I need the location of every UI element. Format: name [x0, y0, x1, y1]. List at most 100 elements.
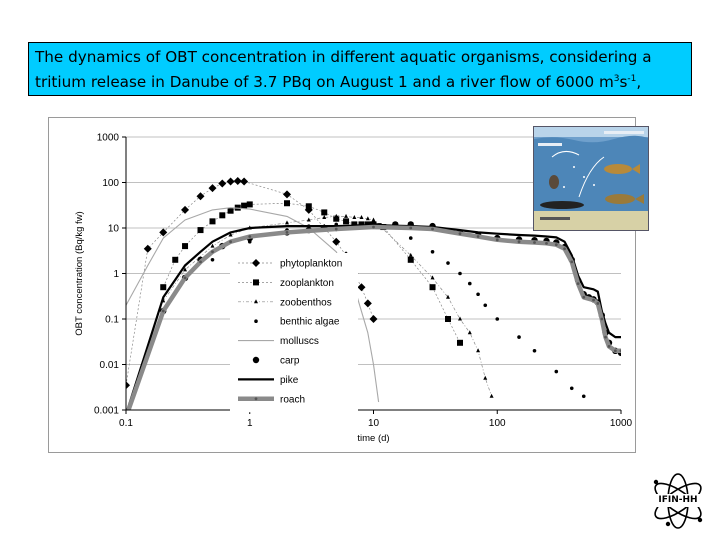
series-line-roach	[126, 224, 621, 410]
data-point-phytoplankton	[363, 299, 372, 308]
legend-swatch-marker-roach	[254, 397, 258, 401]
data-point-roach	[604, 335, 607, 339]
data-point-zooplankton	[172, 256, 179, 263]
data-point-roach	[600, 317, 604, 321]
x-tick-label: 100	[489, 418, 506, 429]
data-point-benthic-algae	[495, 317, 500, 321]
data-point-zooplankton	[182, 243, 189, 250]
data-point-benthic-algae	[517, 335, 521, 339]
caption-sup-2: -1	[627, 74, 637, 84]
data-point-zooplankton	[246, 201, 253, 208]
data-point-zooplankton	[234, 204, 241, 211]
legend-swatch-marker-carp	[252, 356, 260, 364]
x-tick-label: 1	[247, 418, 253, 429]
data-point-zoobenthos	[352, 215, 357, 220]
y-tick-label: 10	[108, 224, 120, 235]
y-axis-title: OBT concentration (Bq/kg fw)	[74, 211, 85, 335]
legend-swatch-marker-benthic-algae	[254, 319, 258, 324]
series-molluscs	[126, 207, 380, 403]
data-point-benthic-algae	[476, 292, 480, 297]
data-point-zooplankton	[343, 218, 350, 225]
data-point-roach	[476, 235, 480, 238]
data-point-zoobenthos	[489, 393, 494, 398]
data-point-zoobenthos	[210, 243, 215, 248]
series-line-pike	[126, 224, 621, 410]
data-point-zoobenthos	[446, 294, 451, 299]
data-point-zooplankton	[456, 339, 463, 346]
data-point-roach	[554, 243, 558, 247]
data-point-roach	[533, 241, 536, 244]
data-point-benthic-algae	[532, 349, 537, 353]
data-point-roach	[592, 298, 595, 302]
data-point-benthic-algae	[408, 236, 413, 240]
data-point-roach	[372, 225, 375, 229]
data-point-zoobenthos	[476, 348, 481, 353]
data-point-zoobenthos	[285, 220, 290, 225]
data-point-roach	[596, 302, 600, 305]
data-point-roach	[161, 309, 165, 313]
series-line-zoobenthos	[163, 216, 492, 397]
series-line-molluscs	[126, 207, 380, 403]
data-point-zooplankton	[219, 212, 226, 219]
data-point-phytoplankton	[208, 184, 217, 193]
data-point-zooplankton	[209, 218, 216, 225]
data-point-zoobenthos	[408, 252, 413, 257]
data-point-zoobenthos	[183, 267, 188, 272]
data-point-roach	[183, 276, 187, 280]
legend-layer: phytoplankton zooplankton zoobenthos benthi…	[230, 253, 358, 413]
data-point-zoobenthos	[322, 215, 327, 220]
data-point-zoobenthos	[228, 232, 233, 237]
legend-label-molluscs: molluscs	[280, 336, 319, 347]
legend-label-zoobenthos: zoobenthos	[280, 297, 332, 308]
data-point-zoobenthos	[371, 217, 376, 222]
data-point-zooplankton	[429, 284, 436, 291]
data-point-zooplankton	[321, 209, 328, 216]
legend-label-roach: roach	[280, 394, 305, 405]
series-pike	[126, 224, 621, 410]
data-point-benthic-algae	[210, 258, 215, 262]
data-point-phytoplankton	[240, 177, 249, 186]
data-point-zoobenthos	[334, 213, 339, 218]
legend-label-benthic-algae: benthic algae	[280, 317, 340, 328]
series-layer	[126, 176, 621, 410]
data-point-zoobenthos	[365, 216, 370, 221]
legend-label-phytoplankton: phytoplankton	[280, 259, 342, 270]
data-point-roach	[619, 349, 621, 353]
caption-tail: ,	[636, 73, 642, 92]
data-point-benthic-algae	[483, 303, 488, 308]
legend-label-pike: pike	[280, 375, 299, 386]
data-point-roach	[570, 260, 574, 264]
series-roach	[126, 224, 621, 410]
data-point-phytoplankton	[369, 315, 378, 323]
data-point-phytoplankton	[126, 381, 130, 390]
data-point-roach	[431, 227, 434, 231]
caption-sup-1: 3	[613, 74, 620, 84]
data-point-phytoplankton	[226, 177, 235, 186]
data-point-roach	[199, 260, 202, 264]
slide-caption: The dynamics of OBT concentration in dif…	[28, 42, 692, 96]
legend-swatch-marker-phytoplankton	[252, 259, 260, 267]
data-point-roach	[495, 238, 499, 242]
data-point-zooplankton	[407, 256, 414, 263]
data-point-benthic-algae	[581, 394, 586, 399]
legend-swatch-marker-zoobenthos	[254, 299, 258, 304]
data-point-zooplankton	[227, 207, 234, 214]
food-web-inset-image	[533, 126, 649, 231]
data-point-benthic-algae	[569, 386, 574, 391]
data-point-roach	[563, 247, 566, 251]
data-point-zoobenthos	[344, 213, 349, 218]
data-point-roach	[576, 282, 580, 285]
caption-unit-s: s	[619, 73, 628, 92]
data-point-roach	[334, 227, 338, 231]
data-point-zooplankton	[284, 200, 291, 207]
y-tick-label: 1	[113, 269, 119, 280]
data-point-zoobenthos	[467, 330, 472, 335]
data-point-zoobenthos	[483, 375, 488, 380]
caption-line-1: The dynamics of OBT concentration in dif…	[35, 48, 652, 66]
legend-label-zooplankton: zooplankton	[280, 278, 334, 289]
legend-label-carp: carp	[280, 356, 300, 367]
inset-illustration	[534, 127, 648, 230]
ifin-hh-logo: IFIN-HH	[648, 470, 708, 532]
data-point-roach	[607, 344, 611, 348]
